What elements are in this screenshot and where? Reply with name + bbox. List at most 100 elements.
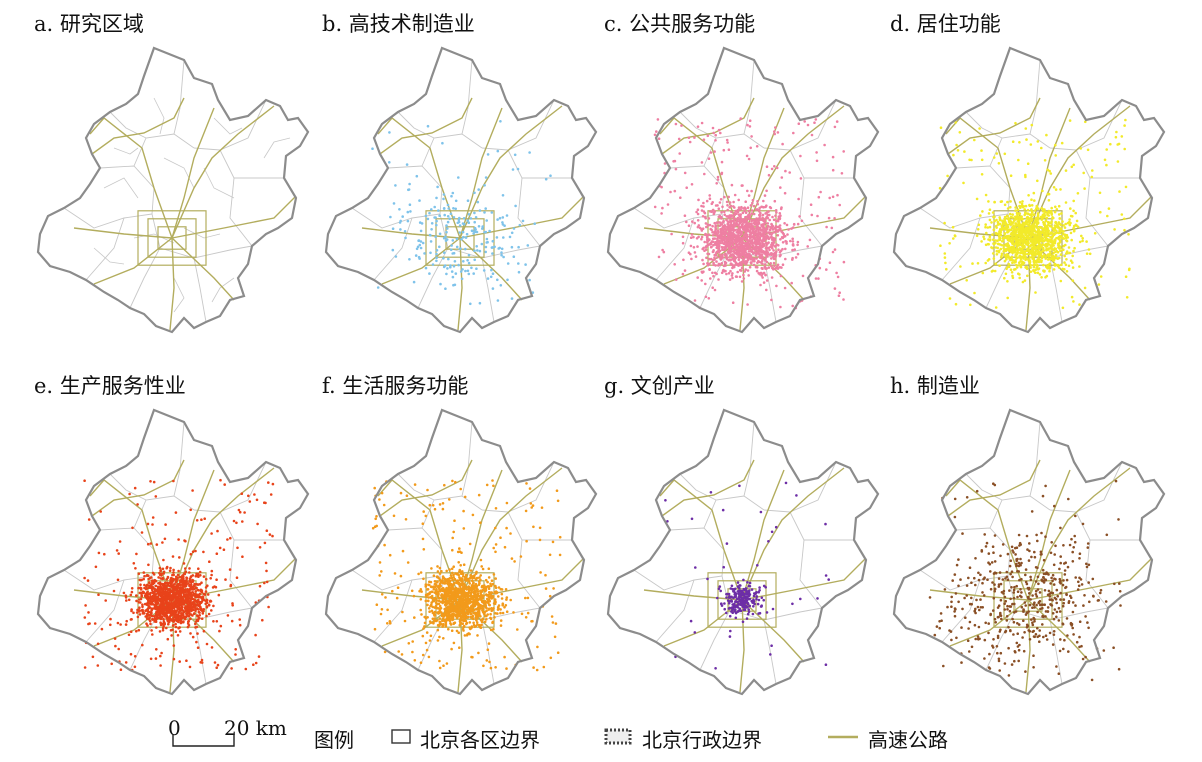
poi-point [524,263,527,266]
district-boundary-line [461,421,473,497]
poi-point [143,594,147,597]
poi-point [1063,233,1067,236]
poi-point [998,264,1001,267]
poi-point [477,651,480,655]
district-boundary-line [133,133,195,167]
poi-point [1042,243,1045,246]
poi-point [746,246,749,249]
poi-point [774,214,777,218]
poi-point [161,577,165,580]
poi-point [512,255,516,258]
poi-point [1023,252,1026,256]
poi-point [700,237,703,241]
poi-point [1003,203,1007,207]
poi-point [768,218,771,222]
poi-point [450,270,454,273]
poi-point [271,534,274,538]
poi-point [160,651,163,655]
poi-point [417,572,420,576]
poi-point [193,612,196,615]
poi-point [759,261,763,264]
poi-point [1018,276,1021,280]
poi-point [132,611,135,615]
poi-point [828,261,832,264]
poi-point [1006,280,1009,283]
ring-road [157,226,187,250]
poi-point [696,125,700,128]
poi-point [1123,147,1126,151]
poi-point [483,211,486,214]
poi-point [1024,232,1027,236]
poi-point [1016,217,1019,220]
poi-point [195,625,199,629]
poi-point [757,219,761,222]
poi-point [1006,296,1009,300]
poi-point [452,565,455,568]
poi-point [509,598,512,602]
poi-point [723,210,726,214]
poi-point [163,615,167,618]
poi-point [738,222,742,225]
poi-point [748,239,751,242]
poi-point [653,133,657,137]
poi-point [978,127,981,130]
poi-point [747,157,751,161]
poi-point [1056,223,1059,226]
poi-point [705,256,708,260]
poi-point [374,517,377,521]
poi-point [741,239,744,243]
poi-point [730,274,734,277]
poi-point [1038,238,1042,242]
poi-point [151,633,154,636]
poi-point [817,277,820,280]
poi-point [984,243,988,247]
poi-point [424,214,428,218]
poi-point [992,238,995,241]
poi-point [956,149,960,152]
poi-point [159,592,163,596]
poi-point [764,259,767,262]
poi-point [182,592,185,595]
poi-point [991,211,995,214]
poi-point [711,237,715,240]
poi-point [747,226,750,229]
poi-point [473,230,476,233]
poi-point [1079,147,1083,150]
poi-point [763,227,767,231]
poi-point [197,610,201,614]
poi-point [485,659,489,662]
poi-point [656,118,660,121]
poi-point [756,225,760,229]
poi-point [1049,258,1052,261]
poi-point [770,298,773,302]
poi-point [1064,201,1068,204]
poi-point [725,272,728,276]
poi-point [206,593,210,596]
poi-point [993,269,997,273]
poi-point [1040,234,1043,238]
poi-point [485,237,489,241]
poi-point [478,249,482,253]
poi-point [720,239,724,243]
poi-point [161,541,164,544]
poi-point [398,208,401,211]
poi-point [113,637,117,640]
poi-point [735,253,739,256]
beijing-admin-boundary [324,46,598,334]
poi-point [708,257,711,261]
poi-point [758,243,761,246]
poi-point [178,593,182,597]
poi-point [191,550,195,553]
poi-point [700,121,704,125]
poi-point [146,608,149,612]
poi-point [746,189,749,193]
poi-point [1001,239,1005,242]
poi-point [718,201,722,204]
poi-point [437,209,440,212]
poi-point [1052,259,1055,262]
poi-point [532,525,535,529]
poi-point [749,248,753,252]
poi-point [110,662,113,666]
poi-point [161,609,165,612]
poi-point [1030,215,1033,218]
